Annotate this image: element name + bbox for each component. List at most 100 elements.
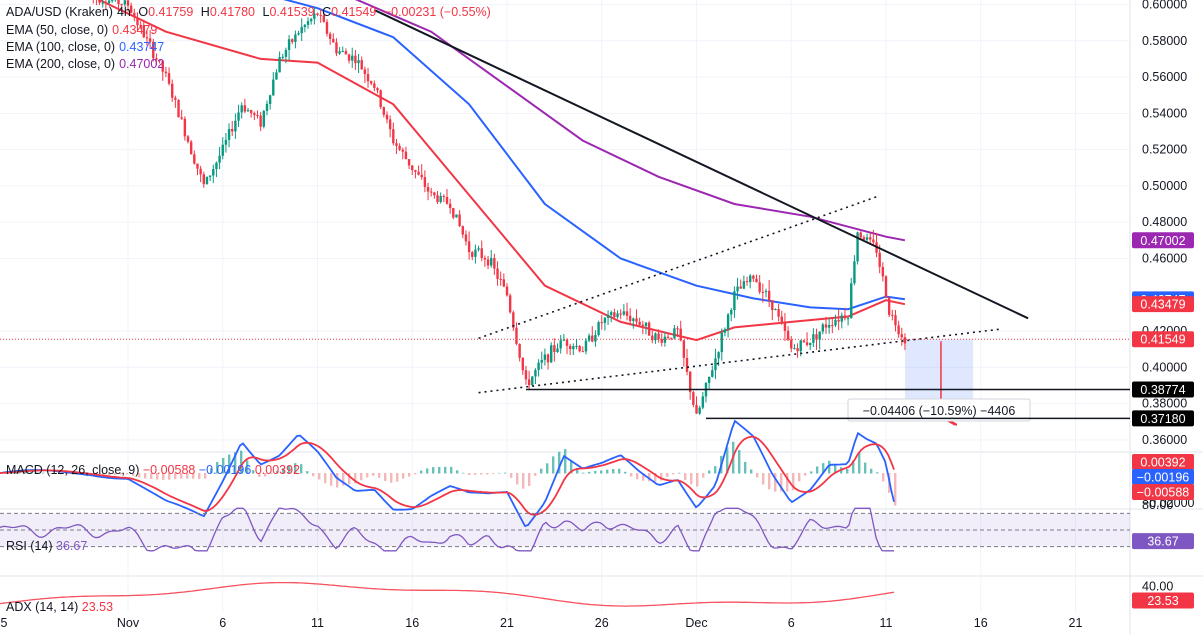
candle-body <box>714 358 717 371</box>
candle-body <box>758 282 761 292</box>
candle-body <box>531 376 534 386</box>
candle-body <box>189 141 193 155</box>
macd-histogram-bar <box>60 473 63 475</box>
candle-body <box>508 295 512 313</box>
candle-body <box>850 283 853 319</box>
candle-body <box>300 27 303 34</box>
candle-body <box>894 315 897 326</box>
adx-badge-text: 23.53 <box>1147 594 1178 608</box>
candle-body <box>606 314 610 318</box>
price-badge <box>1132 232 1194 249</box>
macd-histogram-bar <box>870 468 873 474</box>
candle-body <box>395 143 398 146</box>
candle-body <box>616 313 619 318</box>
macd-badge <box>1132 469 1194 485</box>
macd-line[interactable] <box>0 419 895 528</box>
macd-value-2: −0.00196 <box>198 463 252 477</box>
ema-50-legend[interactable]: EMA (50, close, 0) 0.43479 <box>6 22 161 38</box>
candle-body <box>720 332 723 353</box>
candle-body <box>578 345 581 352</box>
candle-body <box>227 129 231 140</box>
candle-body <box>688 371 692 393</box>
macd-signal-line[interactable] <box>0 435 895 516</box>
date-tick-label: 16 <box>974 616 988 630</box>
macd-histogram-bar <box>654 473 657 482</box>
date-tick-label: 21 <box>1069 616 1083 630</box>
candle-body <box>534 369 537 377</box>
adx-legend[interactable]: ADX (14, 14) 23.53 <box>6 600 113 614</box>
candle-body <box>771 300 774 311</box>
ema-100-legend[interactable]: EMA (100, close, 0) 0.43747 <box>6 39 168 55</box>
macd-histogram-bar <box>312 473 315 477</box>
candle-body <box>430 191 433 193</box>
candle-body <box>748 275 752 283</box>
candle-body <box>553 345 556 353</box>
macd-histogram-bar <box>192 473 195 479</box>
candle-body <box>360 60 363 70</box>
candle-body <box>524 370 528 380</box>
macd-histogram-bar <box>300 464 303 474</box>
macd-histogram-bar <box>432 467 435 474</box>
macd-histogram-bar <box>624 471 627 474</box>
price-tick-label: 0.56000 <box>1142 70 1187 84</box>
macd-histogram-bar <box>222 457 225 474</box>
price-tick-label: 0.58000 <box>1142 34 1187 48</box>
candle-body <box>613 312 616 318</box>
candle-body <box>632 318 635 322</box>
price-badge-text: 0.38774 <box>1140 383 1185 397</box>
ema-line-ema-200[interactable] <box>318 0 906 242</box>
candle-body <box>701 396 705 408</box>
candle-body <box>328 33 332 39</box>
macd-histogram-bar <box>210 468 213 474</box>
macd-histogram-bar <box>600 470 603 474</box>
macd-histogram-bar <box>438 466 441 474</box>
ohlc-open: O0.41759 <box>138 5 194 19</box>
candle-body <box>752 275 755 279</box>
ema-200-legend[interactable]: EMA (200, close, 0) 0.47002 <box>6 56 168 72</box>
ohlc-low: L0.41539 <box>262 5 315 19</box>
macd-histogram-bar <box>120 473 123 475</box>
rsi-legend[interactable]: RSI (14) 36.67 <box>6 539 87 553</box>
macd-histogram-bar <box>276 470 279 474</box>
macd-histogram-bar <box>810 471 813 474</box>
macd-histogram-bar <box>294 463 297 474</box>
macd-histogram-bar <box>738 450 741 474</box>
candle-body <box>164 71 168 74</box>
trendline-resistance[interactable] <box>373 9 1029 320</box>
candle-body <box>550 345 553 363</box>
adx-line[interactable] <box>0 581 895 607</box>
macd-histogram-bar <box>672 473 675 475</box>
candle-body <box>306 21 310 25</box>
rsi-line[interactable] <box>0 507 894 552</box>
macd-histogram-bar <box>174 473 177 479</box>
candle-body <box>505 286 509 296</box>
adx-panel <box>0 581 895 607</box>
price-badge <box>1132 331 1194 348</box>
header-legend[interactable]: ADA/USD (Kraken) 4h O0.41759 H0.41780 L0.… <box>6 4 495 20</box>
candle-body <box>344 51 348 55</box>
ema-line-ema-50[interactable] <box>71 0 906 342</box>
candle-body <box>568 345 572 350</box>
macd-histogram-bar <box>318 473 321 480</box>
candle-body <box>859 232 862 238</box>
candle-body <box>458 214 461 227</box>
measure-tool: −0.04406 (−10.59%) −4406 <box>847 339 1031 421</box>
candle-body <box>512 312 515 328</box>
macd-histogram-bar <box>468 473 471 475</box>
trendline-channel[interactable] <box>478 196 877 340</box>
candle-body <box>221 144 224 156</box>
candle-body <box>407 159 411 166</box>
macd-legend[interactable]: MACD (12, 26, close, 9) −0.00588 −0.0019… <box>6 463 300 477</box>
candle-body <box>815 334 818 340</box>
macd-histogram-bar <box>138 473 141 478</box>
candle-body <box>212 169 215 176</box>
price-tick-label: 0.40000 <box>1142 360 1187 374</box>
candle-body <box>666 336 670 338</box>
ema-200-value: 0.47002 <box>119 57 165 71</box>
ema-line-ema-100[interactable] <box>223 0 906 311</box>
macd-histogram-bar <box>852 460 855 474</box>
candle-body <box>853 261 856 284</box>
candle-body <box>903 337 907 344</box>
